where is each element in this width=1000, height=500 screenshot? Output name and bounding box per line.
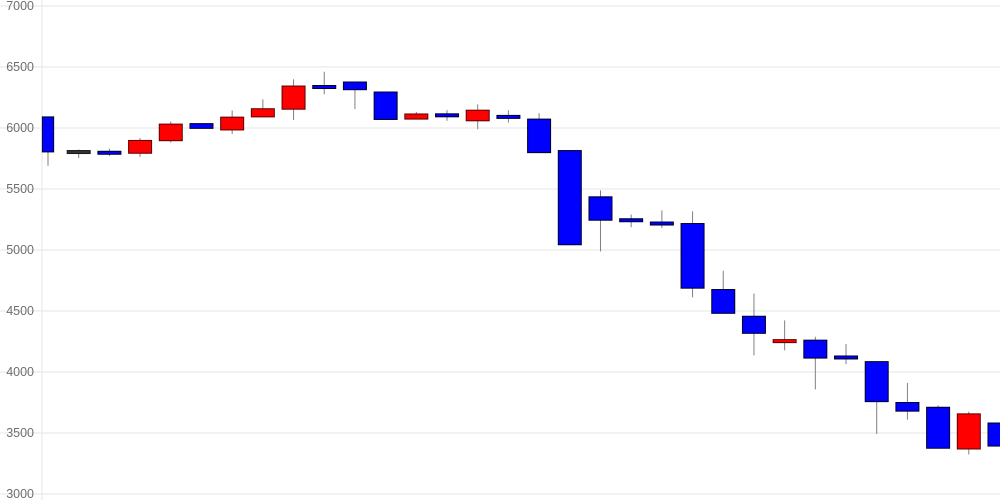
svg-text:3500: 3500 [6, 426, 34, 440]
svg-text:6500: 6500 [6, 60, 34, 74]
svg-text:4500: 4500 [6, 304, 34, 318]
svg-text:3000: 3000 [6, 487, 34, 500]
svg-text:4000: 4000 [6, 365, 34, 379]
svg-text:6000: 6000 [6, 121, 34, 135]
svg-text:5000: 5000 [6, 243, 34, 257]
svg-text:7000: 7000 [6, 0, 34, 13]
svg-text:5500: 5500 [6, 182, 34, 196]
